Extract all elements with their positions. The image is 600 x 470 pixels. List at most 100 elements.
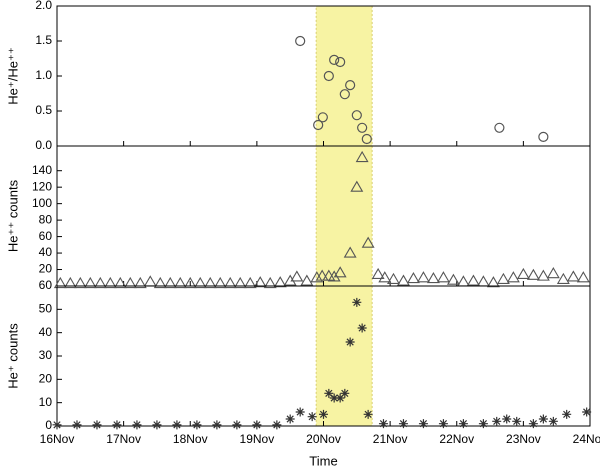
point [502,414,512,424]
point [492,416,502,426]
point [329,54,340,66]
y-tick-label: 20 [39,372,53,386]
point [152,420,162,430]
y-tick-label: 1.0 [35,68,52,82]
point [272,420,282,430]
point [173,276,187,289]
y-tick-label: 40 [39,245,53,259]
point [203,276,217,289]
point [295,35,306,47]
point [223,276,237,289]
point [252,420,262,430]
point [352,297,362,307]
point [324,388,334,398]
point [340,388,350,398]
point [406,271,420,284]
y-tick-label: 120 [32,179,52,193]
point [378,419,388,429]
highlight-band [315,5,373,427]
x-tick-label: 19Nov [240,432,275,446]
point [73,276,87,289]
point [290,270,304,282]
point [371,267,385,280]
x-axis-label: Time [309,453,337,468]
point [63,276,77,289]
point [345,79,356,91]
point [315,269,329,281]
y-tick-label: 60 [39,229,53,243]
point [516,267,530,280]
point [357,323,367,333]
point [53,276,67,289]
point [52,420,62,430]
y-axis-label: He⁺/He⁺⁺ [5,47,20,104]
point [446,273,460,285]
point [300,274,314,286]
point [295,407,305,417]
point [143,275,157,287]
point [92,420,102,430]
y-tick-label: 2.0 [35,0,52,12]
y-tick-label: 100 [32,196,52,210]
x-tick-label: 23Nov [506,432,541,446]
point [538,131,549,142]
point [566,270,580,282]
point [253,276,267,288]
y-tick-label: 0 [45,418,52,432]
point [418,419,428,429]
point [213,276,227,289]
point [548,416,558,426]
point [232,420,242,430]
point [476,275,490,287]
point [133,276,147,289]
point [350,180,364,192]
y-tick-label: 50 [39,302,53,316]
point [361,236,375,248]
point [506,271,520,283]
point [83,276,97,289]
point [582,407,592,417]
point [398,419,408,429]
x-tick-label: 22Nov [439,432,474,446]
point [512,416,522,426]
y-tick-label: 60 [39,278,53,292]
y-tick-label: 0.5 [35,103,52,117]
point [562,409,572,419]
point [329,393,339,403]
point [212,420,222,430]
point [546,267,560,279]
point [363,409,373,419]
y-tick-label: 30 [39,348,53,362]
point [319,409,328,419]
point [335,393,345,403]
point [339,89,350,100]
y-tick-label: 1.5 [35,33,52,47]
point [323,70,334,82]
y-tick-label: 0.0 [35,138,52,152]
point [528,419,538,429]
point [536,269,550,281]
point [233,276,247,289]
point [317,112,328,123]
point [478,419,488,429]
point [243,276,257,289]
point [345,337,355,347]
point [192,420,202,430]
point [113,276,127,289]
point [426,271,440,284]
y-tick-label: 140 [32,163,52,177]
x-tick-label: 18Nov [173,432,208,446]
point [163,276,177,289]
point [357,122,368,133]
point [72,420,82,430]
point [307,412,317,422]
point [313,119,324,131]
y-axis-label: He⁺ counts [5,323,20,389]
point [283,274,297,286]
point [436,271,450,283]
point [333,266,347,278]
point [538,414,548,424]
point [361,133,372,145]
point [378,271,392,283]
x-tick-label: 20Nov [306,432,341,446]
